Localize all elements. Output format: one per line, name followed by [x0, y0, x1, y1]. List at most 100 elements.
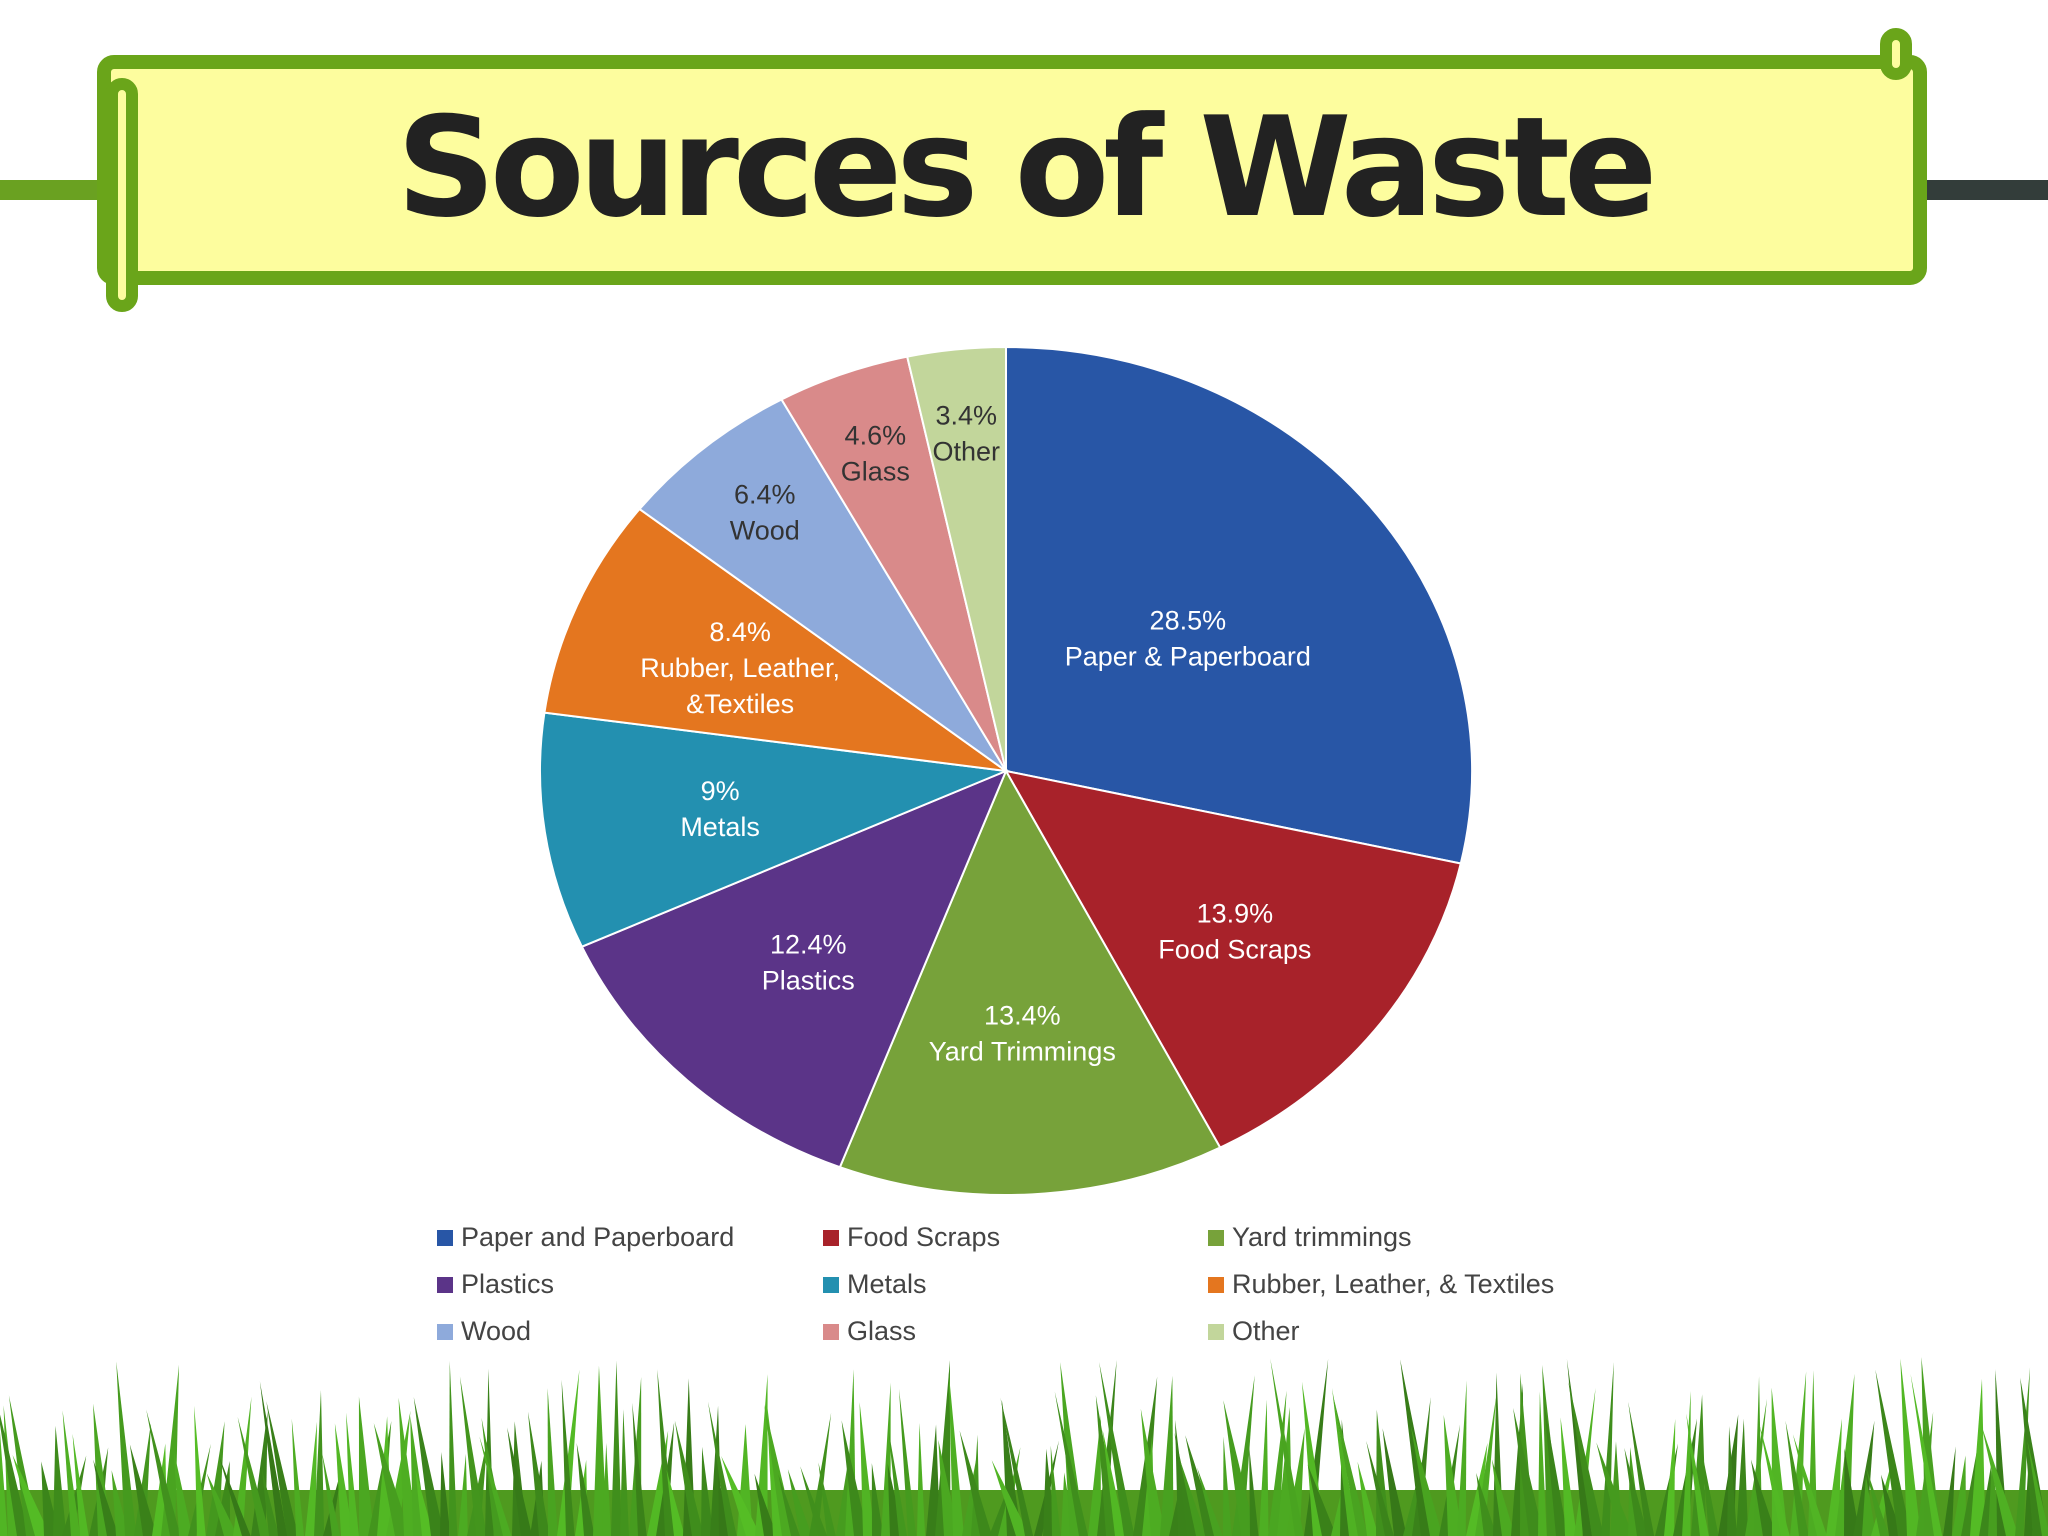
slice-name-label: Plastics [762, 966, 855, 996]
legend-label: Glass [847, 1316, 916, 1346]
grass-blade [754, 1473, 777, 1536]
grass-blade [1921, 1357, 1941, 1536]
slice-name-label: Wood [730, 515, 800, 545]
grass-blade [1866, 1467, 1890, 1536]
grass-blade [1160, 1375, 1174, 1536]
grass-blade [62, 1410, 81, 1536]
grass-blade [818, 1462, 836, 1536]
legend-label: Food Scraps [847, 1222, 1000, 1252]
grass-blade [809, 1412, 832, 1536]
grass [0, 1357, 2048, 1536]
grass-blade [1701, 1449, 1719, 1536]
grass-blade [1102, 1429, 1126, 1536]
grass-blade [1443, 1414, 1463, 1536]
grass-blade [1270, 1358, 1304, 1536]
slice-name-label: Metals [680, 812, 760, 842]
grass-blade [218, 1455, 251, 1536]
grass-blade [1686, 1413, 1709, 1536]
grass-blade [611, 1360, 622, 1536]
grass-blade [707, 1401, 737, 1536]
grass-blade [1736, 1418, 1749, 1536]
grass-blade [72, 1433, 89, 1536]
grass-blade [778, 1474, 800, 1536]
grass-blade [1179, 1458, 1207, 1536]
legend-swatch [437, 1324, 453, 1340]
grass-blade [1382, 1428, 1407, 1536]
slice-name-label: Yard Trimmings [929, 1036, 1116, 1066]
slice-value-label: 4.6% [845, 420, 907, 450]
slice-name-label: Rubber, Leather, [640, 653, 840, 683]
grass-blade [959, 1430, 993, 1536]
slice-value-label: 6.4% [734, 479, 796, 509]
grass-blade [305, 1421, 317, 1536]
grass-blade [1197, 1467, 1223, 1536]
grass-blade [674, 1420, 704, 1536]
grass-blade [1259, 1399, 1269, 1536]
grass-blade [1475, 1394, 1497, 1536]
grass-blade [146, 1409, 181, 1536]
grass-blade [721, 1455, 761, 1536]
legend-label: Yard trimmings [1232, 1222, 1412, 1252]
slice-name-label: Paper & Paperboard [1065, 641, 1311, 671]
grass-blade [1875, 1369, 1912, 1536]
legend-swatch [437, 1230, 453, 1246]
slice-value-label: 13.9% [1197, 898, 1274, 928]
grass-blade [261, 1468, 279, 1536]
grass-blade [358, 1396, 375, 1536]
grass-blade [576, 1442, 595, 1536]
grass-blade [1403, 1448, 1426, 1536]
grass-blade [593, 1365, 608, 1536]
grass-blade [1664, 1418, 1676, 1536]
grass-blade [458, 1453, 468, 1536]
grass-blade [1750, 1459, 1777, 1536]
slice-label: 6.4% Wood [730, 479, 800, 545]
grass-blade [346, 1412, 359, 1536]
grass-blade [1249, 1446, 1259, 1536]
grass-blade [1542, 1365, 1562, 1536]
grass-blade [1844, 1448, 1860, 1536]
slice-value-label: 12.4% [770, 930, 847, 960]
grass-blade [1853, 1420, 1875, 1536]
grass-blade [632, 1402, 647, 1536]
pie-slice [838, 768, 1222, 1196]
grass-blade [888, 1428, 908, 1536]
grass-blade [881, 1382, 891, 1536]
grass-blade [557, 1369, 580, 1536]
grass-blade [561, 1379, 575, 1536]
grass-blade [602, 1442, 612, 1536]
grass-blade [266, 1401, 299, 1536]
grass-blade [1223, 1400, 1257, 1536]
grass-blade [2020, 1377, 2048, 1536]
legend-swatch [823, 1324, 839, 1340]
grass-blade [459, 1376, 487, 1536]
grass-blade [1790, 1371, 1807, 1536]
legend: Paper and Paperboard Food Scraps Yard trim… [437, 1222, 1554, 1346]
grass-blade [1050, 1445, 1061, 1536]
grass-blade [841, 1420, 869, 1536]
slice-label: 4.6% Glass [841, 420, 910, 486]
grass-blade [787, 1469, 812, 1536]
title-banner [97, 55, 1927, 285]
grass-blade [206, 1473, 238, 1536]
grass-blade [1981, 1425, 2019, 1536]
grass-blade [1476, 1473, 1497, 1536]
slice-value-label: 9% [701, 776, 740, 806]
grass-blade [1333, 1395, 1368, 1536]
grass-blade [188, 1443, 211, 1536]
grass-blade [2015, 1367, 2031, 1536]
grass-blade [800, 1466, 828, 1536]
slice-label: 28.5% Paper & Paperboard [1065, 605, 1311, 671]
legend-label: Metals [847, 1269, 927, 1299]
grass-blade [1560, 1417, 1577, 1536]
side-bar-left [0, 180, 110, 200]
grass-blade [2024, 1457, 2033, 1536]
grass-blade [93, 1459, 119, 1536]
grass-blade [547, 1388, 558, 1536]
grass-blade [152, 1443, 167, 1536]
chart-title: Sources of Waste [396, 87, 1651, 248]
grass-blade [1596, 1442, 1634, 1536]
grass-blade [1000, 1397, 1034, 1536]
grass-blade [1900, 1358, 1921, 1536]
grass-blade [1910, 1374, 1943, 1536]
grass-blade [1568, 1381, 1604, 1536]
